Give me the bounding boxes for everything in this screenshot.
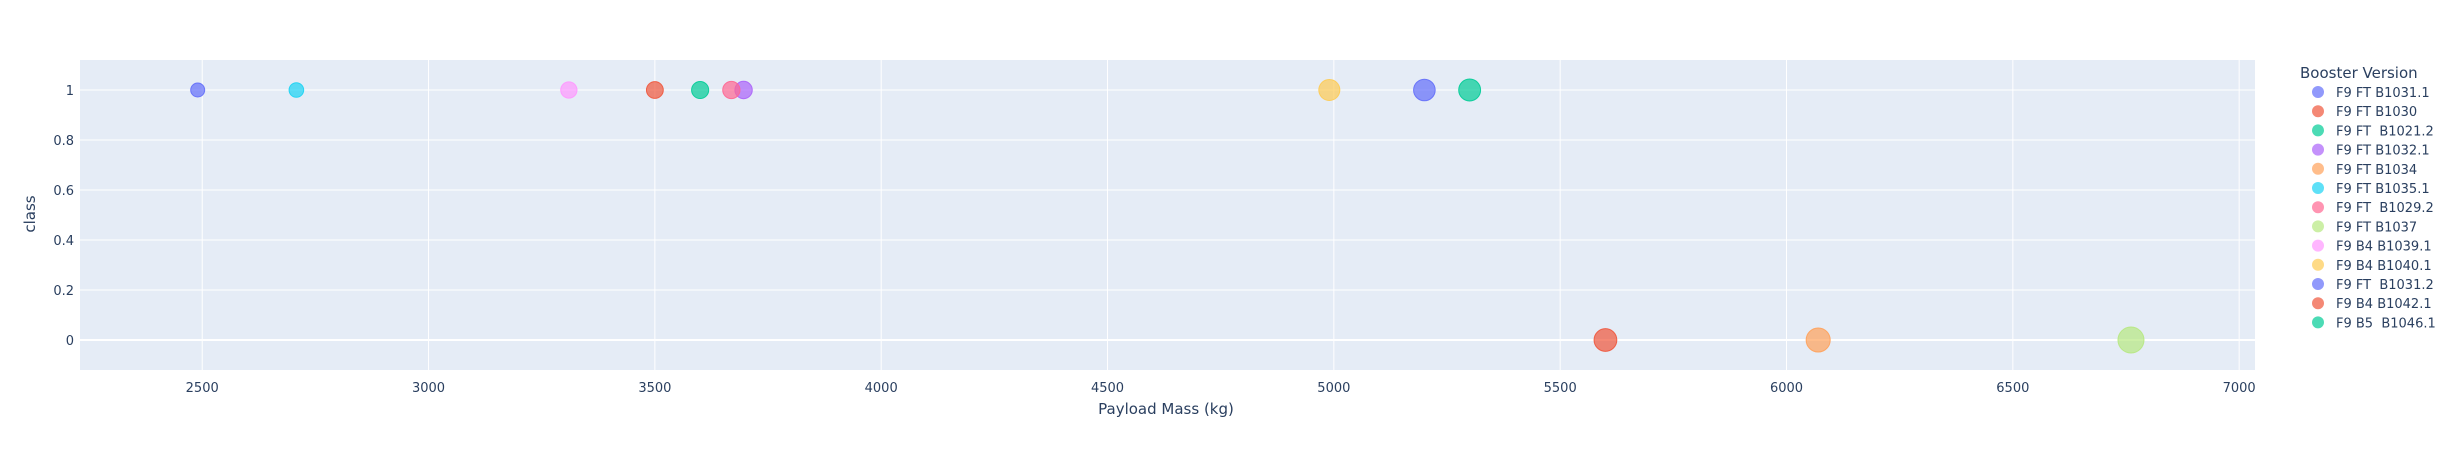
legend-item[interactable]: F9 FT B1034: [2312, 162, 2417, 178]
legend-marker: [2312, 297, 2324, 310]
legend-item[interactable]: F9 FT B1037: [2312, 220, 2417, 235]
legend-item[interactable]: F9 FT B1031.2: [2312, 278, 2434, 293]
legend-label: F9 B4 B1042.1: [2336, 297, 2432, 312]
legend-marker: [2312, 86, 2324, 98]
gridlines: [80, 60, 2255, 370]
legend-marker: [2312, 201, 2324, 214]
data-point[interactable]: [645, 81, 664, 99]
plot-background: [80, 60, 2255, 370]
data-point[interactable]: [1318, 78, 1341, 102]
data-point[interactable]: [722, 80, 741, 100]
legend-marker: [2312, 278, 2324, 290]
y-axis-ticks: 0 0.2 0.4 0.6 0.8 1: [53, 84, 74, 349]
y-tick-label: 0: [66, 334, 74, 349]
x-tick-label: 3500: [638, 381, 671, 396]
legend-item[interactable]: F9 B4 B1040.1: [2312, 258, 2432, 274]
x-tick-label: 6000: [1770, 381, 1803, 396]
legend-label: F9 FT B1031.1: [2336, 86, 2430, 101]
y-tick-label: 0.2: [53, 284, 74, 299]
data-point[interactable]: [2117, 326, 2145, 354]
data-point[interactable]: [288, 82, 305, 98]
y-tick-label: 1: [66, 84, 74, 99]
legend-label: F9 FT B1035.1: [2336, 182, 2430, 197]
legend-label: F9 FT B1037: [2336, 220, 2417, 235]
legend-item[interactable]: F9 FT B1030: [2312, 105, 2417, 120]
legend-item[interactable]: F9 B5 B1046.1: [2312, 316, 2436, 331]
data-point[interactable]: [1458, 78, 1482, 102]
legend-label: F9 FT B1029.2: [2336, 201, 2434, 216]
x-tick-label: 5500: [1544, 381, 1577, 396]
legend-title: Booster Version: [2300, 64, 2418, 82]
data-point[interactable]: [560, 81, 578, 99]
legend-label: F9 B4 B1039.1: [2336, 240, 2432, 255]
legend-marker: [2312, 220, 2324, 233]
x-axis-ticks: 2500 3000 3500 4000 4500 5000 5500 6000 6500 7000: [186, 381, 2256, 396]
data-point[interactable]: [1413, 78, 1436, 102]
data-point[interactable]: [1593, 328, 1618, 352]
legend-item[interactable]: F9 FT B1031.1: [2312, 86, 2430, 101]
legend-label: F9 B5 B1046.1: [2336, 316, 2436, 331]
legend-item[interactable]: F9 FT B1021.2: [2312, 124, 2434, 139]
legend-marker: [2312, 143, 2324, 156]
legend-label: F9 FT B1030: [2336, 105, 2417, 120]
x-tick-label: 2500: [186, 381, 219, 396]
x-tick-label: 6500: [1996, 381, 2029, 396]
legend-marker: [2312, 182, 2324, 194]
legend-marker: [2312, 105, 2324, 118]
y-tick-label: 0.8: [53, 134, 74, 149]
y-axis-title: class: [21, 195, 39, 232]
data-points: [190, 78, 2145, 354]
x-tick-label: 4000: [865, 381, 898, 396]
legend-label: F9 FT B1021.2: [2336, 124, 2434, 139]
legend-label: F9 FT B1031.2: [2336, 278, 2434, 293]
legend-label: F9 FT B1034: [2336, 163, 2417, 178]
legend-label: F9 B4 B1040.1: [2336, 259, 2432, 274]
legend-marker: [2312, 239, 2324, 252]
legend-marker: [2312, 124, 2324, 137]
y-tick-label: 0.4: [53, 234, 74, 249]
legend-item[interactable]: F9 FT B1032.1: [2312, 143, 2430, 159]
x-tick-label: 7000: [2223, 381, 2256, 396]
x-tick-label: 4500: [1091, 381, 1124, 396]
legend: Booster Version F9 FT B1031.1 F9 FT B1030…: [2300, 64, 2436, 331]
legend-item[interactable]: F9 FT B1035.1: [2312, 182, 2430, 197]
y-tick-label: 0.6: [53, 184, 74, 199]
legend-marker: [2312, 258, 2324, 271]
x-tick-label: 3000: [412, 381, 445, 396]
x-tick-label: 5000: [1317, 381, 1350, 396]
legend-item[interactable]: F9 B4 B1042.1: [2312, 297, 2432, 312]
data-point[interactable]: [190, 82, 206, 98]
legend-item[interactable]: F9 B4 B1039.1: [2312, 239, 2432, 255]
data-point[interactable]: [1805, 327, 1831, 353]
legend-item[interactable]: F9 FT B1029.2: [2312, 201, 2434, 216]
legend-marker: [2312, 162, 2324, 175]
x-axis-title: Payload Mass (kg): [1098, 400, 1234, 418]
legend-label: F9 FT B1032.1: [2336, 144, 2430, 159]
data-point[interactable]: [691, 80, 710, 100]
legend-marker: [2312, 316, 2324, 329]
